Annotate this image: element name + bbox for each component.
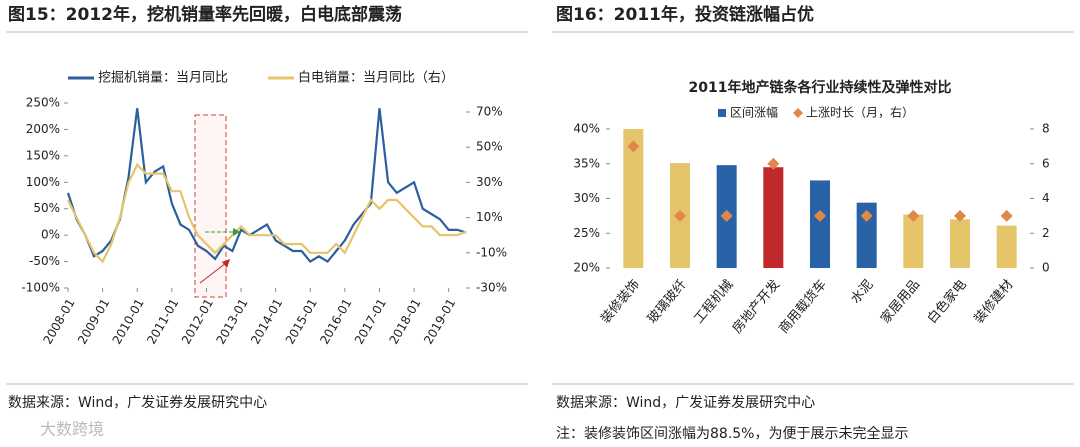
x-tick-label: 2010-01 bbox=[110, 296, 147, 346]
x-tick-label: 工程机械 bbox=[691, 277, 736, 326]
y-tick-label: 40% bbox=[573, 122, 600, 136]
line-series bbox=[66, 108, 467, 264]
highlight-box bbox=[194, 114, 227, 298]
diamond-point bbox=[814, 209, 826, 222]
watermark: 大数跨境 bbox=[40, 420, 104, 439]
chart-title: 图15：2012年，挖机销量率先回暖，白电底部震荡 bbox=[8, 4, 402, 25]
diamond-point bbox=[1000, 209, 1013, 222]
bar bbox=[856, 202, 877, 268]
y-tick-label: 0% bbox=[41, 228, 60, 242]
x-tick-label: 2016-01 bbox=[317, 296, 354, 346]
y2-tick-label: 70% bbox=[476, 105, 503, 119]
bar bbox=[623, 129, 644, 269]
y-tick-label: 200% bbox=[26, 122, 60, 136]
y-tick-label: 25% bbox=[573, 226, 600, 240]
x-tick-label: 2018-01 bbox=[387, 296, 424, 346]
x-tick-label: 2012-01 bbox=[179, 296, 216, 346]
bar bbox=[763, 167, 784, 268]
legend-label: 白电销量：当月同比（右） bbox=[298, 70, 454, 86]
y-tick-label: -100% bbox=[21, 281, 60, 295]
y-tick-label: 20% bbox=[573, 261, 600, 275]
x-tick-label: 2014-01 bbox=[248, 296, 285, 346]
diamond-point bbox=[767, 157, 780, 170]
source: 数据来源：Wind，广发证券发展研究中心 bbox=[8, 395, 267, 411]
bar bbox=[810, 180, 830, 268]
line-series bbox=[67, 162, 467, 264]
y2-tick-label: 10% bbox=[476, 210, 503, 224]
y2-tick-label: 4 bbox=[1042, 191, 1050, 205]
bar bbox=[950, 219, 970, 268]
x-tick-label: 2015-01 bbox=[283, 296, 320, 346]
y-tick-label: 30% bbox=[573, 191, 600, 205]
diamond-point bbox=[720, 209, 733, 222]
y-tick-label: 250% bbox=[26, 96, 60, 110]
diamond-point bbox=[627, 140, 640, 153]
y-tick-label: 50% bbox=[33, 201, 60, 215]
bars bbox=[623, 129, 1017, 269]
x-tick-label: 家居用品 bbox=[877, 277, 923, 327]
note: 注：装修装饰区间涨幅为88.5%，为便于展示未完全显示 bbox=[556, 425, 908, 442]
chart-heading: 图16：2011年，投资链涨幅占优 bbox=[556, 4, 814, 25]
legend-label: 挖掘机销量：当月同比 bbox=[98, 71, 228, 86]
x-tick-label: 2013-01 bbox=[213, 296, 250, 346]
x-tick-label: 商用载货车 bbox=[776, 277, 830, 337]
x-tick-label: 玻璃玻纤 bbox=[645, 277, 690, 326]
y-tick-label: -50% bbox=[29, 254, 60, 268]
x-tick-label: 房地产开发 bbox=[729, 277, 783, 337]
x-tick-label: 白色家电 bbox=[924, 277, 970, 327]
diamond-point bbox=[907, 209, 920, 222]
x-tick-label: 2011-01 bbox=[144, 296, 181, 346]
y2-tick-label: 30% bbox=[476, 175, 503, 189]
legend-swatch bbox=[793, 108, 803, 118]
x-tick-label: 2008-01 bbox=[40, 296, 77, 346]
x-tick-label: 水泥 bbox=[848, 277, 876, 307]
legend-label: 区间涨幅 bbox=[730, 105, 778, 120]
diamond-point bbox=[674, 209, 686, 222]
legend-label: 上涨时长（月，右） bbox=[806, 105, 914, 120]
y-tick-label: 35% bbox=[573, 156, 600, 170]
y2-tick-label: 50% bbox=[476, 140, 503, 154]
source: 数据来源：Wind，广发证券发展研究中心 bbox=[556, 395, 815, 411]
y2-tick-label: 0 bbox=[1042, 261, 1050, 275]
y2-tick-label: 2 bbox=[1042, 226, 1050, 240]
x-tick-label: 装修建材 bbox=[971, 277, 1016, 326]
x-tick-label: 2009-01 bbox=[75, 296, 112, 346]
x-tick-label: 装修装饰 bbox=[598, 277, 643, 326]
diamond-point bbox=[954, 209, 966, 222]
annotation-arrows bbox=[199, 228, 240, 284]
diamond-point bbox=[860, 209, 873, 222]
y-tick-label: 100% bbox=[26, 175, 60, 189]
chart-title: 2011年地产链条各行业持续性及弹性对比 bbox=[689, 79, 952, 96]
y2-tick-label: 6 bbox=[1042, 156, 1050, 170]
x-tick-label: 2017-01 bbox=[352, 296, 389, 346]
y2-tick-label: 8 bbox=[1042, 122, 1050, 136]
x-tick-label: 2019-01 bbox=[421, 296, 458, 346]
y2-tick-label: -10% bbox=[476, 245, 507, 259]
bar bbox=[996, 225, 1017, 268]
y-tick-label: 150% bbox=[26, 148, 60, 162]
y2-tick-label: -30% bbox=[476, 281, 507, 295]
legend-swatch bbox=[718, 109, 726, 117]
bar bbox=[903, 214, 924, 268]
